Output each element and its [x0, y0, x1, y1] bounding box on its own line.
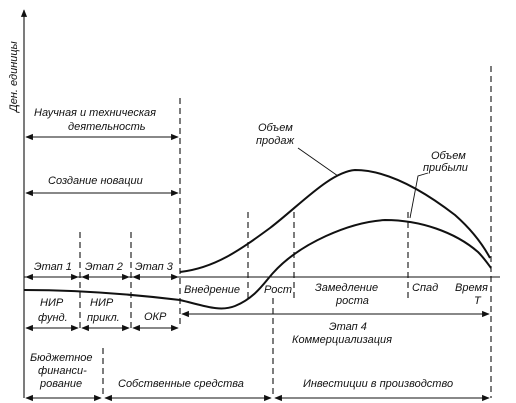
nir-fund-line1: НИР	[40, 297, 64, 309]
time-label-line2: T	[474, 295, 482, 307]
stage4-label-line1: Этап 4	[329, 321, 367, 333]
sales-callout-line	[297, 147, 339, 177]
time-label-line1: Время	[455, 282, 488, 294]
research-label-line2: деятельность	[68, 121, 146, 133]
stage3-label: Этап 3	[135, 261, 174, 273]
sales-volume-curve	[179, 168, 491, 273]
creation-label: Создание новации	[48, 175, 143, 187]
budget-label-line2: финанси-	[38, 365, 87, 377]
slowdown-label-line2: роста	[335, 295, 369, 307]
profit-volume-curve	[23, 218, 492, 310]
stage1-label: Этап 1	[34, 261, 72, 273]
budget-label-line1: Бюджетное	[30, 352, 93, 364]
profit-label-line2: прибыли	[423, 162, 468, 174]
profit-label-line1: Объем	[431, 150, 466, 162]
profit-callout-line	[409, 172, 429, 219]
okr-label: ОКР	[144, 311, 167, 323]
introduction-label: Внедрение	[184, 284, 240, 296]
nir-appl-line2: прикл.	[87, 312, 120, 324]
sales-label-line2: продаж	[256, 135, 294, 147]
stage4-label-line2: Коммерциализация	[292, 334, 392, 346]
slowdown-label-line1: Замедление	[315, 282, 378, 294]
decline-label: Спад	[412, 282, 438, 294]
nir-fund-line2: фунд.	[38, 312, 68, 324]
y-axis-label: Ден. единицы	[8, 41, 20, 114]
stage2-label: Этап 2	[85, 261, 123, 273]
sales-label-line1: Объем	[258, 122, 293, 134]
investment-label: Инвестиции в производство	[303, 378, 453, 390]
own-funds-label: Собственные средства	[118, 378, 244, 390]
research-label-line1: Научная и техническая	[34, 107, 156, 119]
nir-appl-line1: НИР	[90, 297, 114, 309]
budget-label-line3: рование	[39, 378, 82, 390]
growth-label: Рост	[264, 284, 292, 296]
